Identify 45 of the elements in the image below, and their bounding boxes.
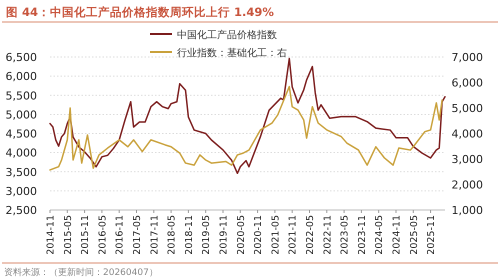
x-tick-label: 2014-11 (46, 215, 56, 255)
x-tick-label: 2016-05 (97, 215, 108, 255)
x-tick-label: 2025-11 (426, 215, 438, 255)
x-tick-label: 2023-11 (356, 215, 368, 255)
x-tick-label: 2021-11 (288, 215, 299, 255)
y-tick-label: 3,000 (6, 184, 37, 198)
y2-tick-label: 2,000 (452, 178, 483, 192)
y-tick-label: 4,000 (6, 146, 37, 160)
x-tick-label: 2018-05 (166, 215, 178, 255)
x-tick-label: 2016-11 (114, 215, 126, 255)
y-tick-label: 4,500 (6, 128, 37, 140)
x-tick-label: 2025-05 (408, 215, 420, 255)
x-tick-label: 2015-11 (80, 215, 92, 255)
x-tick-label: 2017-11 (149, 215, 160, 255)
x-tick-label: 2019-05 (201, 215, 212, 255)
line-series (49, 58, 446, 174)
y2-tick-label: 3,000 (452, 153, 483, 166)
x-tick-label: 2017-05 (132, 215, 143, 255)
text: 资料来源：（更新时间：20260407） (4, 267, 158, 278)
y-tick-label: 6,000 (6, 70, 37, 84)
x-tick-label: 2022-05 (304, 215, 316, 255)
y-tick-label: 5,000 (6, 108, 37, 122)
y-tick-label: 5,500 (6, 89, 37, 102)
x-tick-label: 2018-11 (184, 215, 195, 255)
line-series (49, 86, 443, 171)
x-tick-label: 2022-11 (322, 215, 334, 255)
x-tick-label: 2023-05 (340, 215, 351, 255)
x-tick-label: 2021-05 (270, 215, 282, 255)
legend-label: 行业指数：基础化工：右 (177, 47, 287, 59)
chart-title: 图 44：中国化工产品价格指数周环比上行 1.49% (6, 5, 274, 19)
y2-tick-label: 5,000 (452, 102, 483, 115)
y-tick-label: 6,500 (6, 51, 37, 64)
y-tick-label: 3,500 (6, 166, 37, 179)
legend-label: 中国化工产品价格指数 (177, 29, 277, 41)
x-tick-label: 2019-11 (218, 215, 230, 255)
x-tick-label: 2020-11 (253, 215, 264, 255)
y2-tick-label: 6,000 (452, 76, 483, 90)
x-tick-label: 2024-05 (374, 215, 386, 255)
y2-tick-label: 1,000 (452, 204, 483, 217)
x-tick-label: 2015-05 (62, 215, 74, 255)
y-tick-label: 2,500 (6, 204, 37, 217)
y2-tick-label: 7,000 (452, 51, 483, 64)
x-tick-label: 2024-11 (391, 215, 402, 255)
y2-tick-label: 4,000 (452, 128, 483, 140)
x-tick-label: 2020-05 (236, 215, 247, 255)
